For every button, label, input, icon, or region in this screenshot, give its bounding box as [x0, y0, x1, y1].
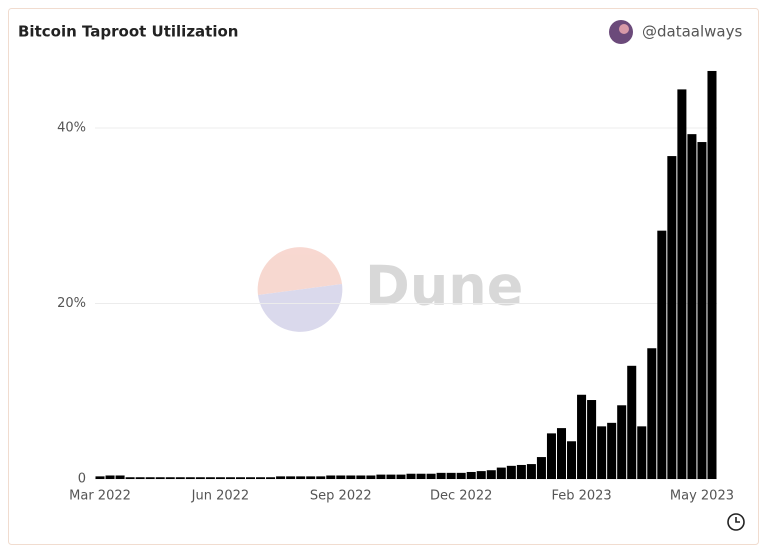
- bar: [356, 475, 366, 479]
- bar: [115, 475, 125, 479]
- bar: [476, 471, 486, 479]
- bar: [145, 477, 155, 479]
- bar: [506, 465, 516, 479]
- x-tick-label: Sep 2022: [310, 489, 372, 504]
- y-tick-label: 0: [78, 472, 86, 487]
- bar: [195, 477, 205, 479]
- bar: [135, 477, 145, 479]
- bar: [125, 477, 135, 479]
- watermark: Dune: [365, 255, 523, 318]
- bar: [546, 433, 556, 479]
- bar: [587, 400, 597, 479]
- bar: [376, 474, 386, 479]
- bar: [366, 475, 376, 479]
- bar: [657, 230, 667, 479]
- x-tick-label: Feb 2023: [551, 489, 611, 504]
- bar: [316, 476, 326, 479]
- y-tick-label: 20%: [57, 296, 86, 311]
- bar: [266, 477, 276, 479]
- bar: [486, 470, 496, 479]
- bar: [225, 477, 235, 479]
- bar: [526, 464, 536, 479]
- bar: [235, 477, 245, 479]
- refresh-icon[interactable]: [727, 513, 745, 531]
- bar: [215, 477, 225, 479]
- bar: [446, 472, 456, 479]
- bar: [245, 477, 256, 479]
- bar: [516, 464, 526, 479]
- bar: [597, 426, 607, 479]
- bar: [296, 476, 306, 479]
- bar: [577, 394, 587, 479]
- bar: [607, 422, 617, 479]
- bar: [687, 134, 697, 479]
- bar: [647, 348, 657, 479]
- card-border: [8, 8, 759, 545]
- bar: [276, 476, 286, 479]
- bar: [346, 475, 356, 479]
- bar: [155, 477, 165, 479]
- bar: [105, 475, 115, 479]
- plot: 0 20% 40% Mar 2022 Jun 2022 Sep 2022 Dec 2022 F…: [57, 70, 734, 504]
- bar: [165, 477, 175, 479]
- bar: [567, 441, 577, 479]
- bar: [496, 467, 506, 479]
- bar: [426, 473, 436, 479]
- x-tick-label: Jun 2022: [191, 489, 250, 504]
- bar: [637, 426, 647, 479]
- bar: [617, 405, 627, 479]
- bar: [536, 457, 546, 479]
- bar: [466, 471, 476, 479]
- bar: [416, 473, 426, 479]
- avatar-detail: [619, 24, 629, 34]
- bar: [175, 477, 185, 479]
- bar: [677, 89, 687, 479]
- author[interactable]: @dataalways: [642, 23, 742, 41]
- clock-face: [727, 513, 745, 531]
- logo-bottom: [258, 284, 343, 332]
- bar: [697, 142, 707, 480]
- chart-title: Bitcoin Taproot Utilization: [18, 23, 238, 41]
- bar: [556, 428, 567, 479]
- bar: [667, 156, 677, 479]
- bar: [326, 475, 336, 479]
- bar: [286, 476, 296, 479]
- bar: [456, 472, 466, 479]
- watermark-logo: [257, 247, 343, 332]
- bar: [396, 474, 406, 479]
- bar: [406, 473, 416, 479]
- clock-hands: [735, 517, 740, 523]
- bar: [185, 477, 195, 479]
- bar: [306, 476, 316, 479]
- x-tick-label: Mar 2022: [69, 489, 131, 504]
- bar: [256, 477, 266, 479]
- bar: [627, 365, 637, 479]
- y-tick-label: 40%: [57, 121, 86, 136]
- bar: [436, 472, 446, 479]
- bar: [707, 70, 717, 480]
- bar: [336, 475, 346, 479]
- x-tick-label: Dec 2022: [430, 489, 492, 504]
- bar: [95, 476, 105, 479]
- logo-top: [257, 247, 342, 295]
- bar: [386, 474, 396, 479]
- x-tick-label: May 2023: [670, 489, 734, 504]
- bar: [205, 477, 215, 479]
